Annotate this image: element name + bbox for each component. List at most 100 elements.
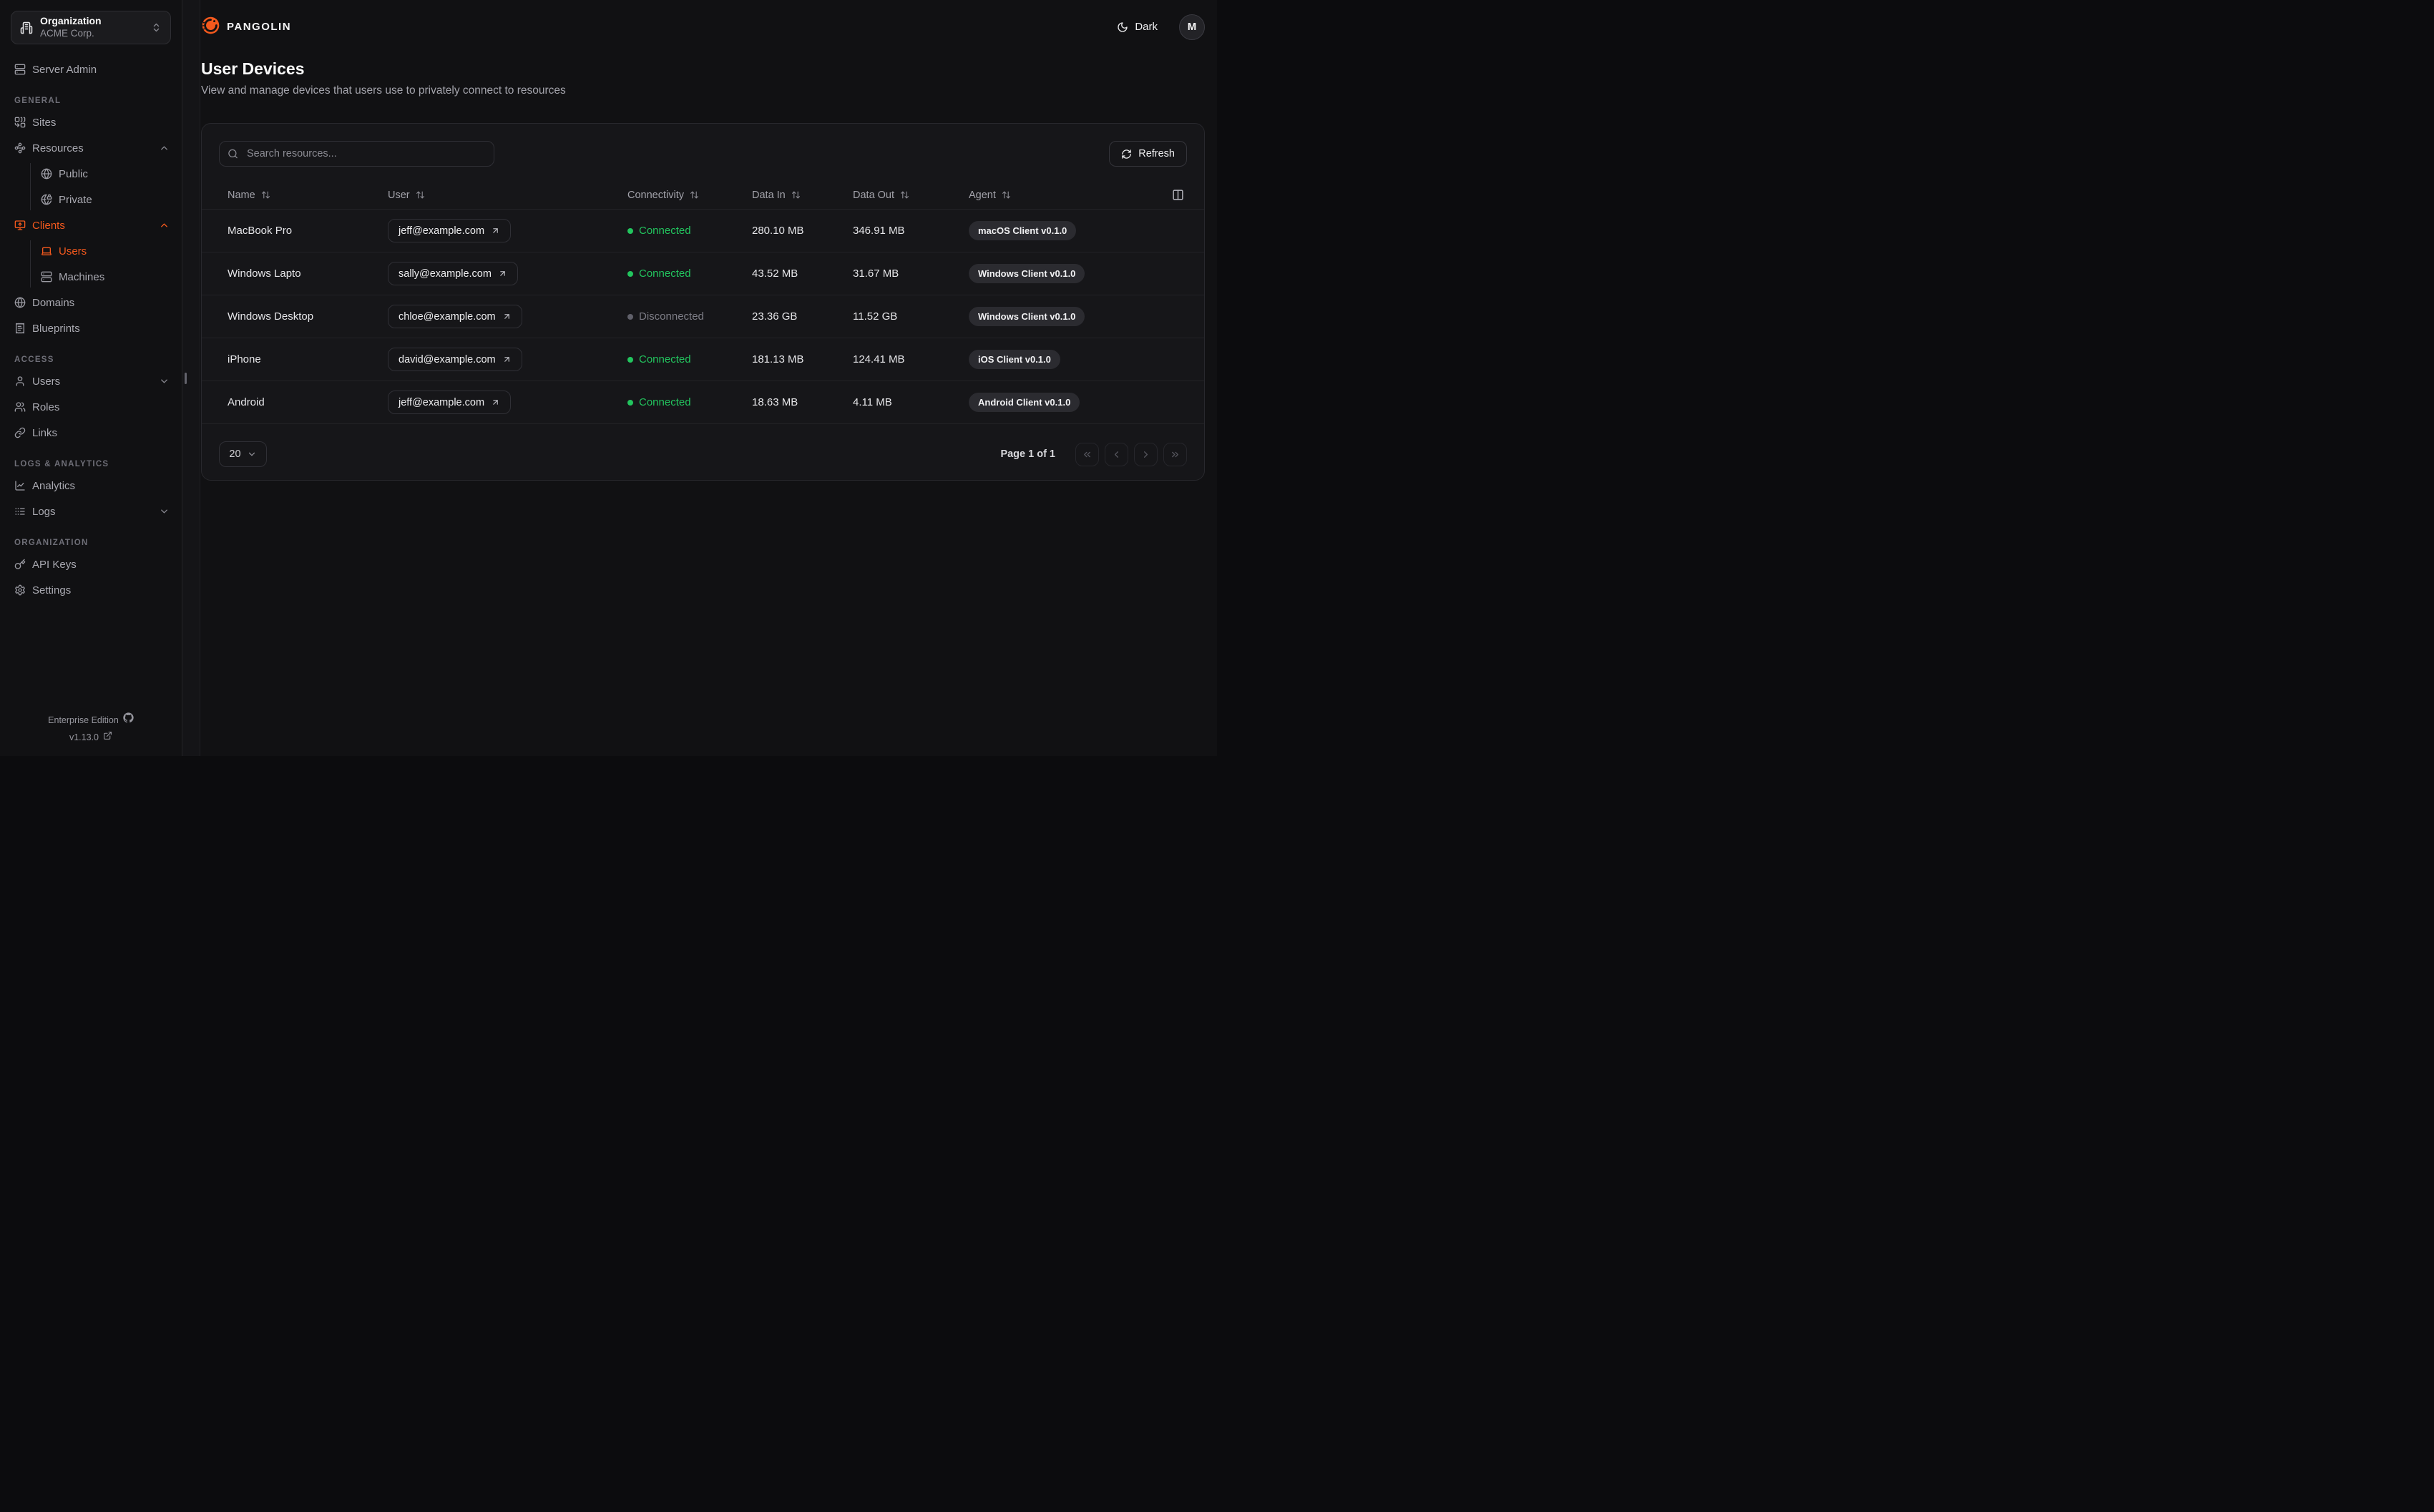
table-row: MacBook Pro jeff@example.com Connected 2…	[202, 210, 1204, 252]
next-page-button[interactable]	[1134, 442, 1158, 466]
table-footer: 20 Page 1 of 1	[202, 424, 1204, 467]
sidebar-item-domains[interactable]: Domains	[11, 290, 171, 315]
user-link[interactable]: jeff@example.com	[388, 219, 512, 242]
user-link[interactable]: jeff@example.com	[388, 391, 512, 414]
search-input[interactable]	[219, 141, 494, 167]
org-selector[interactable]: Organization ACME Corp.	[11, 11, 171, 44]
column-header-connectivity[interactable]: Connectivity	[619, 190, 743, 201]
sidebar-footer: Enterprise Edition v1.13.0	[11, 705, 171, 756]
sidebar-item-label: Domains	[32, 296, 75, 309]
edition-label: Enterprise Edition	[48, 715, 119, 725]
page-subtitle: View and manage devices that users use t…	[201, 84, 566, 97]
sidebar-item-public[interactable]: Public	[11, 161, 171, 187]
pagination-buttons	[1075, 442, 1187, 466]
column-header-data-in[interactable]: Data In	[743, 190, 844, 201]
sidebar-item-users[interactable]: Users	[11, 368, 171, 394]
data-in-value: 43.52 MB	[752, 267, 798, 280]
sidebar-item-api-keys[interactable]: API Keys	[11, 551, 171, 577]
sidebar-item-logs[interactable]: Logs	[11, 499, 171, 524]
globe-icon	[14, 297, 26, 308]
user-icon	[14, 375, 26, 387]
data-in-value: 23.36 GB	[752, 310, 798, 323]
user-link[interactable]: david@example.com	[388, 348, 522, 371]
sidebar-item-private[interactable]: Private	[11, 187, 171, 212]
columns-toggle-button[interactable]	[1170, 187, 1186, 202]
status-dot	[627, 227, 633, 234]
server-icon	[41, 271, 52, 283]
user-link[interactable]: chloe@example.com	[388, 305, 522, 328]
sidebar-item-roles[interactable]: Roles	[11, 394, 171, 420]
data-out-value: 11.52 GB	[853, 310, 898, 323]
sidebar-item-label: Server Admin	[32, 63, 97, 76]
version-link[interactable]: v1.13.0	[11, 729, 171, 746]
prev-page-button[interactable]	[1105, 442, 1128, 466]
org-selector-value: ACME Corp.	[40, 27, 94, 39]
first-page-button[interactable]	[1075, 442, 1099, 466]
data-in-value: 181.13 MB	[752, 353, 804, 365]
connectivity-status: Connected	[619, 267, 743, 280]
sidebar-item-links[interactable]: Links	[11, 420, 171, 446]
section-header: ORGANIZATION	[14, 539, 89, 547]
sidebar-resize-handle[interactable]	[185, 372, 187, 384]
chevron-down-icon	[159, 506, 170, 517]
sidebar-item-label: Users	[32, 375, 61, 388]
users-icon	[14, 401, 26, 413]
edition-link[interactable]: Enterprise Edition	[11, 712, 171, 729]
refresh-button[interactable]: Refresh	[1109, 141, 1187, 167]
page-title: User Devices	[201, 59, 305, 78]
last-page-button[interactable]	[1163, 442, 1187, 466]
sidebar-gutter	[182, 0, 200, 756]
sidebar-item-settings[interactable]: Settings	[11, 577, 171, 603]
building-icon	[20, 21, 33, 34]
pager: Page 1 of 1	[1000, 442, 1187, 466]
section-header: GENERAL	[14, 97, 62, 105]
section-header: ACCESS	[14, 355, 54, 364]
sidebar-section-organization: ORGANIZATION API Keys Settings	[11, 539, 171, 603]
sidebar-nav: Server Admin GENERAL Sites Resources Pub…	[11, 57, 171, 603]
sidebar-item-clients[interactable]: Clients	[11, 212, 171, 238]
connectivity-status: Connected	[619, 396, 743, 408]
sort-icon	[416, 190, 425, 200]
theme-toggle-button[interactable]: Dark	[1113, 16, 1162, 37]
agent-badge: Windows Client v0.1.0	[969, 307, 1085, 326]
avatar[interactable]: M	[1179, 14, 1205, 40]
laptop-icon	[41, 245, 52, 257]
sort-icon	[1002, 190, 1011, 200]
globe-icon	[41, 168, 52, 180]
sidebar-item-server-admin[interactable]: Server Admin	[11, 57, 171, 82]
sort-icon	[791, 190, 801, 200]
page-size-select[interactable]: 20	[219, 441, 267, 467]
sidebar-item-label: Links	[32, 426, 58, 439]
connectivity-status: Disconnected	[619, 310, 743, 323]
table-row: iPhone david@example.com Connected 181.1…	[202, 338, 1204, 381]
sidebar-section-access: ACCESS Users Roles Links	[11, 355, 171, 446]
chevron-down-icon	[159, 376, 170, 387]
org-selector-label: Organization	[40, 15, 102, 27]
data-in-value: 280.10 MB	[752, 225, 804, 237]
sidebar-item-analytics[interactable]: Analytics	[11, 473, 171, 499]
sidebar-item-label: Sites	[32, 116, 57, 129]
column-header-agent[interactable]: Agent	[960, 190, 1158, 201]
refresh-icon	[1121, 149, 1132, 159]
user-link[interactable]: sally@example.com	[388, 262, 518, 285]
topbar-right: Dark M	[1113, 14, 1205, 40]
brand: PANGOLIN	[201, 16, 291, 39]
sidebar-item-sites[interactable]: Sites	[11, 109, 171, 135]
clients-submenu: Users Machines	[11, 238, 171, 290]
moon-icon	[1117, 21, 1128, 33]
status-dot	[627, 356, 633, 363]
sidebar-item-resources[interactable]: Resources	[11, 135, 171, 161]
key-icon	[14, 559, 26, 570]
sidebar-item-label: Machines	[59, 270, 105, 283]
column-header-name[interactable]: Name	[219, 190, 379, 201]
column-header-user[interactable]: User	[379, 190, 619, 201]
sidebar-item-clients-users[interactable]: Users	[11, 238, 171, 264]
chart-line-icon	[14, 480, 26, 491]
column-header-data-out[interactable]: Data Out	[844, 190, 960, 201]
pangolin-logo-icon	[201, 16, 220, 39]
table-row: Windows Desktop chloe@example.com Discon…	[202, 295, 1204, 338]
monitor-up-icon	[14, 220, 26, 231]
sort-icon	[261, 190, 270, 200]
sidebar-item-machines[interactable]: Machines	[11, 264, 171, 290]
sidebar-item-blueprints[interactable]: Blueprints	[11, 315, 171, 341]
